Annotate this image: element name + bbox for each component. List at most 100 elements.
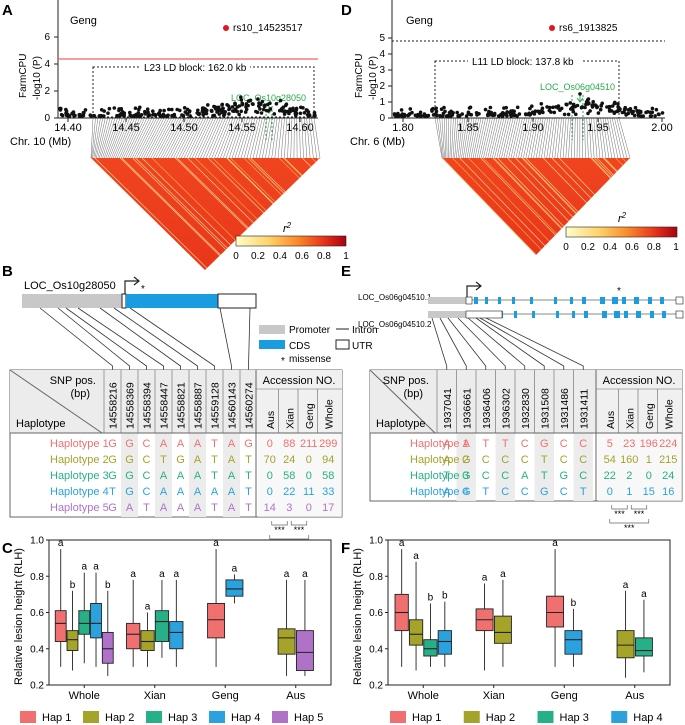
manhattan-point (263, 103, 267, 107)
manhattan-point (132, 114, 136, 118)
manhattan-point (434, 109, 439, 114)
allele: A (443, 486, 451, 498)
box-body (66, 630, 79, 652)
accession-col-label: Aus (605, 411, 617, 429)
exon-block (532, 311, 535, 318)
ld-texture-line (497, 157, 564, 227)
legend-label: Hap 1 (42, 712, 71, 724)
accession-count: 24 (662, 470, 674, 482)
allele: C (521, 486, 529, 498)
ld-fan-line (476, 117, 486, 159)
allele: T (143, 502, 150, 514)
ld-fan-line (468, 117, 477, 159)
ld-texture-line (121, 157, 221, 256)
manhattan-xlabel: Chr. 6 (Mb) (350, 136, 405, 148)
group-label: Xian (144, 690, 166, 702)
exon-block (634, 297, 639, 304)
r2-tick: 0 (563, 242, 569, 253)
legend-swatch (463, 711, 480, 723)
accession-count: 0 (306, 454, 312, 466)
group-label: Geng (406, 15, 433, 27)
exon-block (474, 297, 478, 304)
manhattan-point (570, 105, 575, 109)
group-label: Xian (483, 690, 505, 702)
ld-fan-line (249, 117, 261, 159)
ld-fan-line (551, 117, 558, 159)
ld-texture-line (247, 157, 285, 194)
header-diagonal (9, 369, 103, 434)
snp-pos-unit: (bp) (403, 388, 423, 400)
ld-texture-line (468, 157, 550, 242)
ld-fan-line (454, 117, 459, 159)
manhattan-ylabel-top: FarmCPU (18, 54, 29, 98)
exon-block (636, 311, 641, 318)
allele: A (443, 438, 451, 450)
manhattan-point (235, 109, 239, 114)
allele: A (177, 438, 185, 450)
accession-count: 94 (322, 454, 334, 466)
accession-count: 299 (319, 438, 337, 450)
promoter-region (22, 294, 122, 308)
snp-position: 1936302 (500, 388, 512, 429)
manhattan-point (523, 112, 528, 116)
manhattan-point (243, 110, 248, 114)
allele: T (580, 486, 587, 498)
snp-link-lines (431, 317, 584, 370)
accession-count: 11 (303, 486, 314, 498)
manhattan-point (587, 101, 591, 105)
manhattan-point (559, 106, 564, 111)
accession-count: 17 (322, 502, 334, 514)
ld-fan-line (437, 117, 443, 159)
sig-letter: a (284, 569, 290, 580)
ld-fan-line (121, 117, 140, 159)
column-shade (155, 433, 172, 517)
r2-tick: 0.2 (251, 251, 265, 262)
manhattan-point (283, 103, 288, 108)
manhattan-point (508, 113, 513, 117)
ld-texture-line (480, 157, 556, 236)
manhattan-point (528, 106, 532, 111)
manhattan-point (240, 102, 245, 107)
manhattan-point (72, 114, 76, 118)
accession-count: 215 (659, 454, 677, 466)
ld-fan-line (557, 117, 562, 159)
exon-block (660, 297, 664, 304)
ld-fan-line (562, 117, 567, 159)
transcript-1-label: LOC_Os06g04510.1 (358, 293, 432, 302)
accession-col-label: Whole (663, 399, 675, 429)
allele: T (211, 502, 218, 514)
manhattan-point (67, 114, 72, 118)
allele: G (462, 470, 471, 482)
manhattan-point (230, 105, 235, 109)
box-body (169, 621, 184, 650)
ld-texture-line (230, 157, 276, 203)
ytick-label: 0.8 (369, 572, 383, 583)
ld-fan-line (523, 117, 532, 159)
ld-fan-line (256, 117, 266, 159)
r2-tick: 0.2 (581, 242, 595, 253)
ytick-label: 2 (44, 86, 50, 97)
legend-label: Hap 2 (486, 712, 515, 724)
allele: A (463, 438, 471, 450)
snp-link-line (219, 307, 232, 370)
box-body (90, 602, 102, 639)
allele: C (560, 438, 568, 450)
manhattan-points (58, 95, 317, 118)
allele: A (160, 438, 168, 450)
ld-fan-line (143, 117, 165, 159)
manhattan-point (246, 103, 250, 108)
accession-header: Accession NO. (603, 375, 676, 387)
manhattan-point (638, 109, 643, 114)
lead-snp-dot (549, 25, 555, 31)
ld-texture-line (141, 157, 231, 246)
manhattan-point (107, 106, 112, 111)
manhattan-point (203, 111, 208, 115)
manhattan-point (119, 107, 124, 111)
utr-swatch (335, 339, 350, 350)
ld-texture-line (459, 157, 546, 247)
ld-fan-line (105, 117, 121, 159)
snp-position: 14558821 (176, 382, 188, 429)
ld-fan-line (226, 117, 241, 159)
ld-fan-line (129, 117, 150, 159)
